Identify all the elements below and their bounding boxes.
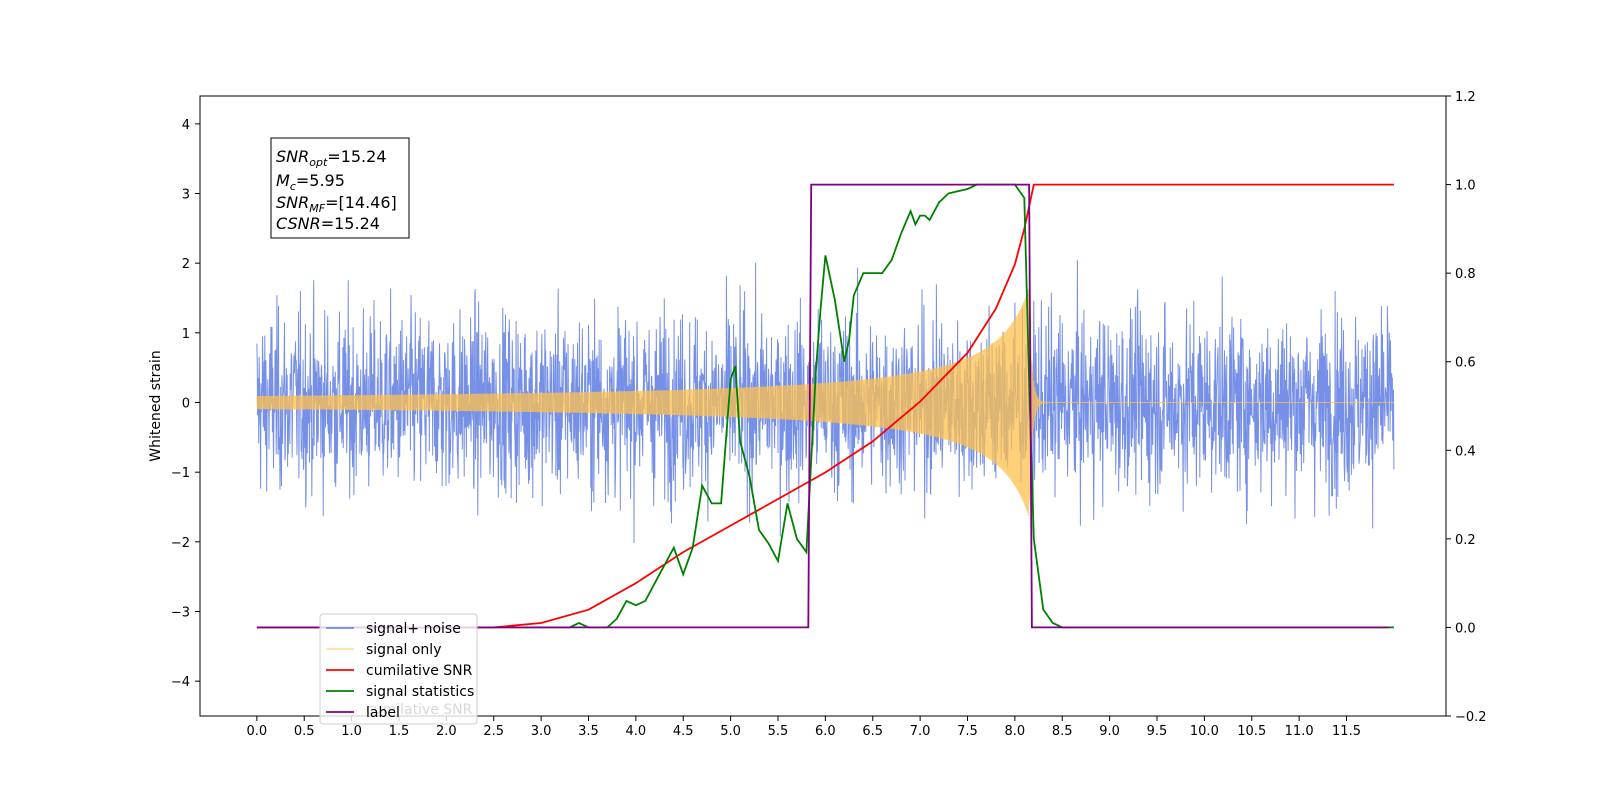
x-tick-label: 3.5 [578, 724, 599, 739]
legend-label: signal only [366, 642, 441, 658]
y2-tick-label: 1.2 [1455, 90, 1476, 105]
legend-ghost-text: cumilative SNR [366, 702, 473, 718]
y2-tick-label: 0.4 [1455, 444, 1476, 459]
x-tick-label: 9.0 [1099, 724, 1120, 739]
y2-tick-label: 0.2 [1455, 533, 1476, 548]
x-tick-label: 5.5 [768, 724, 789, 739]
y2-tick-label: −0.2 [1455, 710, 1487, 725]
y-tick-label: −2 [171, 536, 190, 551]
snr-annotation-box: SNRopt=15.24 Mc=5.95 SNRMF=[14.46] CSNR=… [270, 137, 410, 239]
y-tick-label: −1 [171, 466, 190, 481]
x-tick-label: 11.0 [1285, 724, 1314, 739]
annotation-snr-opt: SNRopt=15.24 [276, 147, 387, 169]
series-label [256, 183, 1390, 629]
legend-label: signal+ noise [366, 621, 461, 637]
series-signal-statistics [256, 183, 1394, 629]
annotation-snr-mf: SNRMF=[14.46] [276, 193, 397, 215]
y-tick-label: 4 [182, 118, 190, 133]
series-cumilative-snr [256, 183, 1394, 629]
x-tick-label: 4.5 [673, 724, 694, 739]
x-tick-label: 3.0 [531, 724, 552, 739]
x-tick-label: 9.5 [1147, 724, 1168, 739]
legend-label: signal statistics [366, 684, 474, 700]
y-axis-label: Whitened strain [148, 350, 164, 461]
x-tick-label: 0.0 [247, 724, 268, 739]
legend-label: label [366, 705, 400, 721]
y-tick-label: 3 [182, 188, 190, 203]
series-signal-only [256, 287, 1394, 517]
y2-tick-label: 1.0 [1455, 179, 1476, 194]
series-layer [256, 183, 1395, 629]
x-axis: 0.0 0.5 1.0 1.5 2.0 2.5 3.0 3.5 4.0 4.5 5.0 5.5 6.0 6… [247, 716, 1361, 739]
series-signal-noise [256, 259, 1395, 544]
y2-tick-label: 0.8 [1455, 267, 1476, 282]
y-tick-label: 2 [182, 257, 190, 272]
annotation-mc: Mc=5.95 [276, 171, 345, 193]
x-tick-label: 2.0 [436, 724, 457, 739]
annotation-csnr: CSNR=15.24 [276, 214, 380, 233]
x-tick-label: 10.5 [1237, 724, 1266, 739]
y-tick-label: 0 [182, 397, 190, 412]
x-tick-label: 2.5 [483, 724, 504, 739]
plot-frame [199, 95, 1447, 717]
y-tick-label: −4 [171, 675, 190, 690]
legend-label: cumilative SNR [366, 663, 473, 679]
y-axis-right: 1.2 1.0 0.8 0.6 0.4 0.2 0.0 −0.2 [1446, 90, 1487, 725]
y2-tick-label: 0.0 [1455, 621, 1476, 636]
y-tick-label: 1 [182, 327, 190, 342]
legend: cumilative SNR signal+ noise signal only c… [319, 613, 478, 725]
y-tick-label: −3 [171, 606, 190, 621]
y2-tick-label: 0.6 [1455, 356, 1476, 371]
x-tick-label: 8.0 [1005, 724, 1026, 739]
x-tick-label: 6.5 [862, 724, 883, 739]
x-tick-label: 6.0 [815, 724, 836, 739]
x-tick-label: 4.0 [626, 724, 647, 739]
x-tick-label: 7.0 [910, 724, 931, 739]
x-tick-label: 1.5 [389, 724, 410, 739]
x-tick-label: 11.5 [1332, 724, 1361, 739]
x-tick-label: 5.0 [720, 724, 741, 739]
y-axis-left: 4 3 2 1 0 −1 −2 −3 −4 [171, 118, 200, 690]
x-tick-label: 8.5 [1052, 724, 1073, 739]
x-tick-label: 10.0 [1190, 724, 1219, 739]
x-tick-label: 0.5 [294, 724, 315, 739]
x-tick-label: 7.5 [957, 724, 978, 739]
x-tick-label: 1.0 [341, 724, 362, 739]
